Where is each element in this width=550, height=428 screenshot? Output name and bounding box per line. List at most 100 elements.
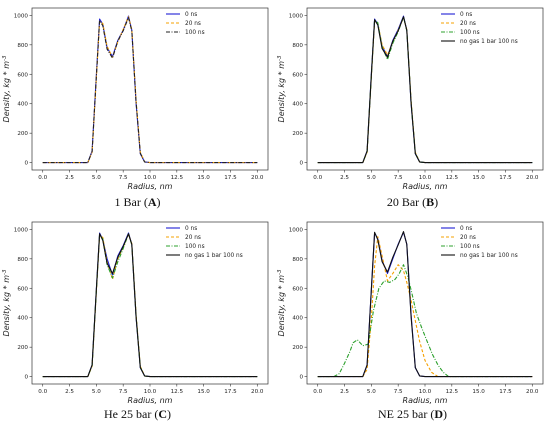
y-tick-label: 200 <box>17 131 28 137</box>
caption-d-prefix: NE 25 bar ( <box>378 407 435 421</box>
y-tick-label: 400 <box>292 316 303 322</box>
y-axis-label: Density, kg * m-3 <box>2 269 11 336</box>
caption-a: 1 Bar (A) <box>0 195 275 210</box>
x-tick-label: 5.0 <box>367 175 376 181</box>
x-tick-label: 2.5 <box>340 175 349 181</box>
y-tick-label: 800 <box>292 43 303 49</box>
x-tick-label: 12.5 <box>171 389 184 395</box>
y-tick-label: 1000 <box>289 227 304 233</box>
y-tick-label: 0 <box>24 375 28 381</box>
y-tick-label: 200 <box>292 131 303 137</box>
x-tick-label: 10.0 <box>144 389 157 395</box>
x-tick-label: 0.0 <box>313 389 322 395</box>
caption-b-prefix: 20 Bar ( <box>386 195 427 209</box>
x-tick-label: 7.5 <box>119 175 128 181</box>
chart-a: 0.0 2.5 5.0 7.5 10.0 12.5 15.0 17.5 20.0 0 200 400 6… <box>2 7 269 191</box>
caption-c-letter: C <box>158 407 167 421</box>
series-line-0-ns <box>42 15 258 164</box>
panel-a: 0.0 2.5 5.0 7.5 10.0 12.5 15.0 17.5 20.0 0 200 400 6… <box>0 0 275 214</box>
x-tick-label: 15.0 <box>197 175 210 181</box>
caption-a-letter: A <box>147 195 157 209</box>
caption-d-letter: D <box>434 407 443 421</box>
series-line-100-ns <box>317 264 533 378</box>
chart-d: 0.0 2.5 5.0 7.5 10.0 12.5 15.0 17.5 20.0 0 200 400 6… <box>277 221 544 405</box>
legend-label: 20 ns <box>460 235 476 241</box>
x-tick-label: 7.5 <box>119 389 128 395</box>
y-tick-label: 1000 <box>14 13 29 19</box>
y-tick-label: 0 <box>299 161 303 167</box>
x-tick-label: 0.0 <box>313 175 322 181</box>
y-tick-label: 600 <box>292 72 303 78</box>
x-tick-label: 20.0 <box>526 389 539 395</box>
y-axis-label: Density, kg * m-3 <box>277 55 286 122</box>
y-tick-label: 200 <box>292 345 303 351</box>
y-tick-label: 1000 <box>14 227 29 233</box>
x-tick-label: 17.5 <box>499 389 512 395</box>
x-tick-label: 15.0 <box>472 389 485 395</box>
series-line-no-gas-1-bar-100-ns <box>317 16 533 164</box>
legend-label: no gas 1 bar 100 ns <box>460 253 518 259</box>
plot-frame <box>31 221 269 385</box>
series-line-100-ns <box>42 17 258 164</box>
x-tick-label: 5.0 <box>92 175 101 181</box>
caption-b-letter: B <box>426 195 435 209</box>
y-tick-label: 1000 <box>289 13 304 19</box>
caption-a-suffix: ) <box>156 195 161 209</box>
x-tick-label: 17.5 <box>499 175 512 181</box>
x-axis-label: Radius, nm <box>128 182 173 191</box>
y-tick-label: 0 <box>24 161 28 167</box>
y-tick-label: 600 <box>17 72 28 78</box>
panel-b: 0.0 2.5 5.0 7.5 10.0 12.5 15.0 17.5 20.0 0 200 400 6… <box>275 0 550 214</box>
caption-b-suffix: ) <box>434 195 439 209</box>
series-line-20-ns <box>317 236 533 378</box>
caption-c-suffix: ) <box>166 407 171 421</box>
caption-d: NE 25 bar (D) <box>275 407 550 422</box>
series-line-no-gas-1-bar-100-ns <box>42 233 258 378</box>
legend-label: 0 ns <box>185 12 197 18</box>
y-tick-label: 400 <box>292 102 303 108</box>
y-axis-label: Density, kg * m-3 <box>277 269 286 336</box>
y-tick-label: 0 <box>299 375 303 381</box>
y-axis-label: Density, kg * m-3 <box>2 55 11 122</box>
x-tick-label: 5.0 <box>92 389 101 395</box>
x-tick-label: 10.0 <box>419 389 432 395</box>
series-line-no-gas-1-bar-100-ns <box>317 231 533 378</box>
legend-label: 20 ns <box>460 21 476 27</box>
legend-label: 100 ns <box>185 244 205 250</box>
series-line-20-ns <box>42 16 258 164</box>
x-tick-label: 12.5 <box>171 175 184 181</box>
chart-b: 0.0 2.5 5.0 7.5 10.0 12.5 15.0 17.5 20.0 0 200 400 6… <box>277 7 544 191</box>
x-axis-label: Radius, nm <box>128 396 173 405</box>
caption-b: 20 Bar (B) <box>275 195 550 210</box>
caption-c: He 25 bar (C) <box>0 407 275 422</box>
x-tick-label: 17.5 <box>224 175 237 181</box>
x-tick-label: 20.0 <box>526 175 539 181</box>
legend-label: 0 ns <box>460 12 472 18</box>
x-axis-label: Radius, nm <box>403 182 448 191</box>
y-tick-label: 600 <box>292 286 303 292</box>
legend-label: 0 ns <box>460 226 472 232</box>
legend-label: 0 ns <box>185 226 197 232</box>
legend-label: no gas 1 bar 100 ns <box>460 39 518 45</box>
legend-label: 100 ns <box>185 30 205 36</box>
x-tick-label: 0.0 <box>38 175 47 181</box>
x-tick-label: 17.5 <box>224 389 237 395</box>
y-tick-label: 800 <box>292 257 303 263</box>
y-tick-label: 400 <box>17 316 28 322</box>
x-tick-label: 10.0 <box>144 175 157 181</box>
legend-label: 20 ns <box>185 21 201 27</box>
caption-d-suffix: ) <box>443 407 447 421</box>
caption-c-prefix: He 25 bar ( <box>104 407 159 421</box>
panel-d: 0.0 2.5 5.0 7.5 10.0 12.5 15.0 17.5 20.0 0 200 400 6… <box>275 214 550 428</box>
legend-label: 20 ns <box>185 235 201 241</box>
x-tick-label: 10.0 <box>419 175 432 181</box>
legend-label: 100 ns <box>460 30 480 36</box>
y-tick-label: 800 <box>17 43 28 49</box>
plot-frame <box>31 7 269 171</box>
plot-frame <box>306 7 544 171</box>
x-axis-label: Radius, nm <box>403 396 448 405</box>
y-tick-label: 400 <box>17 102 28 108</box>
legend-label: no gas 1 bar 100 ns <box>185 253 243 259</box>
panel-c: 0.0 2.5 5.0 7.5 10.0 12.5 15.0 17.5 20.0 0 200 400 6… <box>0 214 275 428</box>
y-tick-label: 200 <box>17 345 28 351</box>
